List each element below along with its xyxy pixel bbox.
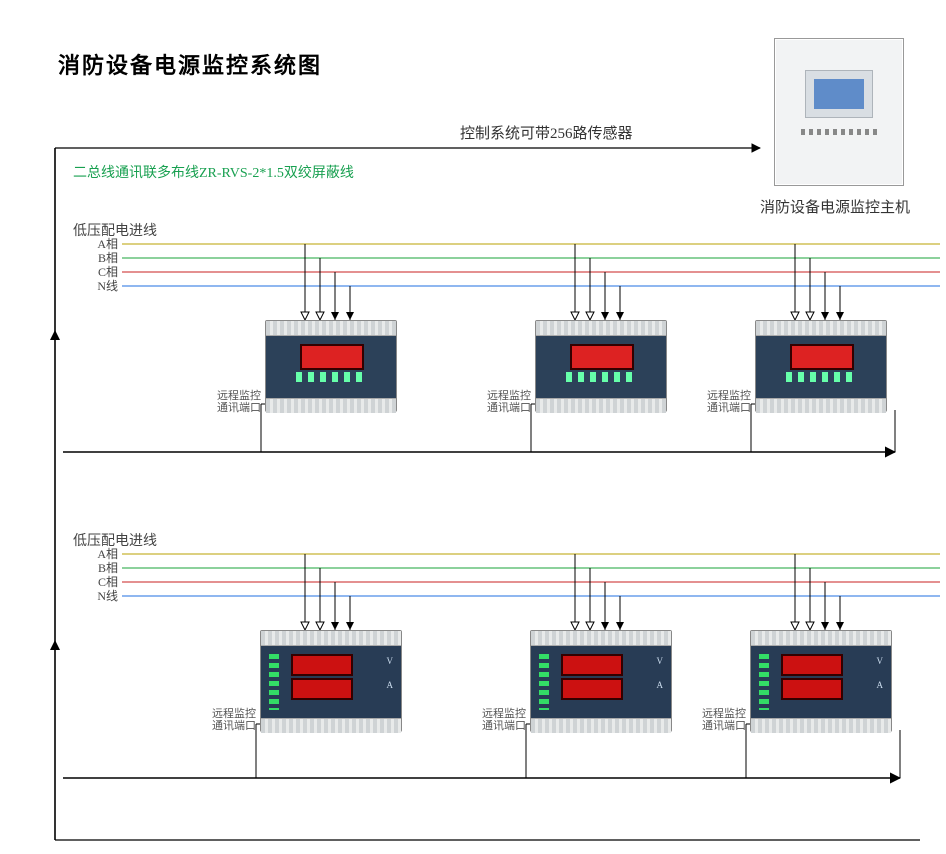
- section2-phase-c-label: C相: [85, 575, 118, 589]
- section1-phase-a-label: A相: [85, 237, 118, 251]
- port-label: 远程监控 通讯端口: [707, 390, 751, 414]
- section1-phase-n-label: N线: [85, 279, 118, 293]
- section2-phase-a-label: A相: [85, 547, 118, 561]
- port-label: 远程监控 通讯端口: [702, 708, 746, 732]
- section2-phase-b-label: B相: [85, 561, 118, 575]
- sensor-module-type-b: VA: [750, 630, 892, 732]
- port-label: 远程监控 通讯端口: [217, 390, 261, 414]
- port-label: 远程监控 通讯端口: [487, 390, 531, 414]
- port-label: 远程监控 通讯端口: [482, 708, 526, 732]
- sensor-module-type-a: [535, 320, 667, 412]
- section2-phase-n-label: N线: [85, 589, 118, 603]
- sensor-module-type-b: VA: [530, 630, 672, 732]
- section1-phase-c-label: C相: [85, 265, 118, 279]
- sensor-module-type-a: [265, 320, 397, 412]
- sensor-module-type-a: [755, 320, 887, 412]
- port-label: 远程监控 通讯端口: [212, 708, 256, 732]
- section1-phase-b-label: B相: [85, 251, 118, 265]
- sensor-module-type-b: VA: [260, 630, 402, 732]
